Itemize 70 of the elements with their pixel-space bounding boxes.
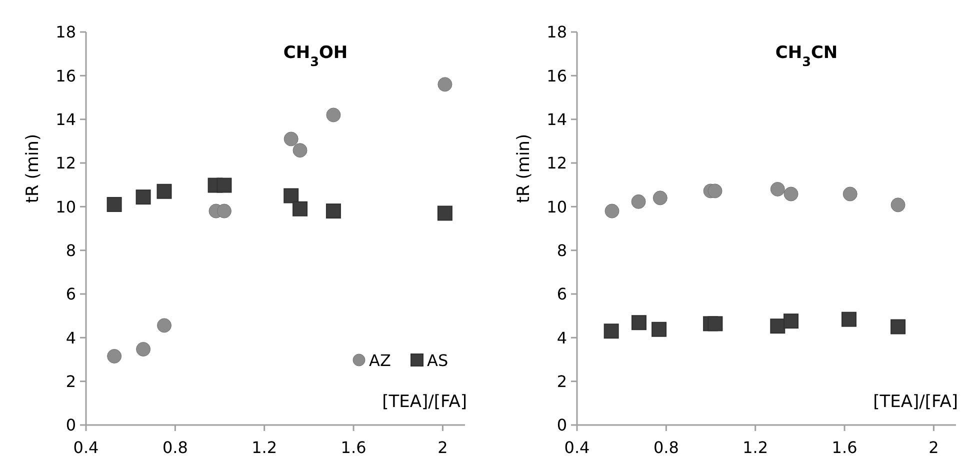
- y-axis-title: tR (min): [23, 134, 43, 204]
- point: [216, 204, 232, 218]
- y-tick-label: 14: [546, 110, 567, 129]
- point: [284, 132, 298, 146]
- point: [708, 316, 723, 332]
- point: [157, 318, 172, 333]
- y-tick-label: 0: [556, 416, 567, 435]
- point: [708, 184, 722, 198]
- y-tick-label: 2: [556, 372, 567, 391]
- point: [326, 108, 341, 122]
- y-tick-label: 16: [56, 66, 76, 86]
- y-tick-label: 8: [556, 240, 567, 260]
- point: [437, 206, 452, 221]
- point: [770, 182, 785, 196]
- point: [652, 190, 668, 206]
- point: [156, 184, 172, 199]
- x-tick-label: 1.2: [742, 438, 768, 457]
- text: CH$_{3}$CN: [775, 43, 838, 70]
- point: [136, 190, 151, 205]
- y-tick-label: 6: [556, 284, 567, 304]
- y-tick-label: 10: [56, 197, 76, 216]
- point: [890, 319, 906, 334]
- point: [292, 143, 308, 158]
- y-tick-label: 16: [546, 66, 567, 86]
- x-tick-label: 0.4: [73, 438, 99, 457]
- point: [652, 322, 667, 337]
- y-tick-label: 10: [546, 197, 567, 216]
- legend-label: AZ: [369, 351, 391, 370]
- point: [890, 198, 906, 212]
- point: [284, 188, 299, 204]
- legend-label: AS: [427, 351, 448, 370]
- x-tick-label: 1.6: [340, 438, 366, 457]
- y-tick-label: 0: [66, 416, 76, 435]
- point: [631, 315, 646, 330]
- x-tick-label: 2: [438, 438, 448, 457]
- x-tick-label: 0.8: [653, 438, 679, 457]
- y-tick-label: 14: [56, 110, 76, 129]
- x-axis-title: [TEA]/[FA]: [382, 392, 467, 412]
- point: [784, 186, 798, 202]
- point: [107, 348, 122, 364]
- y-tick-label: 4: [556, 328, 567, 348]
- y-tick-label: 18: [546, 22, 567, 42]
- y-tick-label: 2: [66, 372, 76, 391]
- x-tick-label: 0.8: [162, 438, 188, 457]
- point: [216, 178, 232, 193]
- y-tick-label: 8: [66, 240, 76, 260]
- y-axis-title: tR (min): [514, 134, 534, 204]
- x-tick-label: 1.6: [832, 438, 858, 457]
- y-tick-label: 6: [66, 284, 76, 304]
- text: CH$_{3}$OH: [283, 43, 348, 70]
- point: [842, 186, 858, 202]
- x-tick-label: 1.2: [252, 438, 278, 457]
- y-tick-label: 12: [56, 154, 76, 173]
- point: [604, 324, 619, 339]
- point: [631, 194, 646, 209]
- point: [106, 196, 122, 212]
- x-tick-label: 2: [928, 438, 939, 457]
- y-tick-label: 12: [546, 154, 567, 173]
- point: [770, 318, 786, 334]
- point: [326, 204, 341, 219]
- y-tick-label: 18: [56, 22, 76, 42]
- x-tick-label: 0.4: [564, 438, 590, 457]
- point: [784, 314, 799, 329]
- x-axis-title: [TEA]/[FA]: [873, 392, 958, 412]
- point: [136, 342, 151, 356]
- point: [292, 201, 308, 216]
- point: [438, 77, 452, 92]
- point: [604, 204, 620, 218]
- y-tick-label: 4: [66, 328, 76, 348]
- point: [841, 312, 856, 327]
